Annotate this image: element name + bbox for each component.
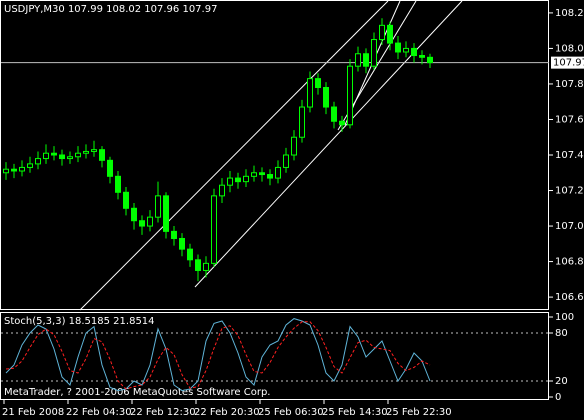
x-tick-label: 25 Feb 22:30 xyxy=(386,407,452,418)
candle-body xyxy=(179,237,185,250)
candle-body xyxy=(331,106,337,122)
chart-title: USDJPY,M30 107.99 108.02 107.96 107.97 xyxy=(4,4,217,15)
y-tick-label: 0 xyxy=(555,392,561,403)
x-tick-label: 21 Feb 2008 xyxy=(2,407,64,418)
candle-body xyxy=(355,53,361,67)
candle-body xyxy=(35,158,41,165)
candle-body xyxy=(219,184,225,197)
candle-body xyxy=(59,154,65,160)
trend-lines xyxy=(79,0,463,311)
x-tick-label: 22 Feb 20:30 xyxy=(194,407,260,418)
y-tick-label: 107.85 xyxy=(555,79,584,90)
candle-body xyxy=(147,216,153,227)
candle-body xyxy=(339,120,345,126)
y-tick-label: 106.65 xyxy=(555,292,584,303)
candle-body xyxy=(187,248,193,261)
trend-line xyxy=(194,0,463,288)
candle-body xyxy=(267,174,273,179)
x-tick-label: 22 Feb 04:30 xyxy=(66,407,132,418)
candle-body xyxy=(115,175,121,193)
candle-body xyxy=(323,87,329,108)
candle-body xyxy=(67,156,73,160)
price-frame xyxy=(0,0,549,310)
y-tick-label: 100 xyxy=(555,312,574,323)
candle-body xyxy=(307,78,313,108)
candle-body xyxy=(131,207,137,222)
candle-body xyxy=(75,152,81,158)
candle-body xyxy=(99,149,105,161)
candle-body xyxy=(235,177,241,183)
candle-body xyxy=(107,159,113,177)
stoch-line xyxy=(5,321,431,390)
candle-body xyxy=(155,195,161,218)
indicator-title: Stoch(5,3,3) 18.5185 21.8514 xyxy=(4,316,155,327)
x-tick-label: 22 Feb 12:30 xyxy=(130,407,196,418)
candle-body xyxy=(195,259,201,271)
candle-body xyxy=(27,163,33,168)
candle-body xyxy=(91,149,97,152)
y-tick-label: 107.05 xyxy=(555,221,584,232)
stoch-line xyxy=(5,318,431,392)
y-tick-label: 108.05 xyxy=(555,43,584,54)
candle-body xyxy=(163,195,169,232)
candle-body xyxy=(315,78,321,89)
trend-line xyxy=(79,0,389,311)
y-tick-label: 20 xyxy=(555,376,568,387)
candle-body xyxy=(275,166,281,179)
candle-body xyxy=(299,106,305,138)
y-tick-label: 108.25 xyxy=(555,8,584,19)
candle-body xyxy=(283,154,289,168)
current-price-box xyxy=(551,56,584,69)
candle-body xyxy=(43,152,49,160)
candle-body xyxy=(123,191,129,209)
candle-body xyxy=(203,262,209,271)
candle-body xyxy=(387,24,393,44)
candle-body xyxy=(83,150,89,154)
candle-body xyxy=(211,195,217,264)
copyright: MetaTrader, ? 2001-2006 MetaQuotes Softw… xyxy=(4,387,270,398)
candle-body xyxy=(371,39,377,67)
candle-body xyxy=(227,177,233,186)
candle-body xyxy=(427,56,433,64)
candle-body xyxy=(19,166,25,172)
x-tick-label: 25 Feb 06:30 xyxy=(258,407,324,418)
candle-body xyxy=(395,42,401,53)
candle-body xyxy=(403,47,409,53)
y-tick-label: 107.65 xyxy=(555,114,584,125)
candle-body xyxy=(363,53,369,67)
y-tick-label: 106.85 xyxy=(555,257,584,268)
candle-body xyxy=(139,220,145,227)
candle-body xyxy=(259,172,265,176)
candle-body xyxy=(411,47,417,57)
y-tick-label: 107.45 xyxy=(555,150,584,161)
candle-body xyxy=(251,172,257,177)
candle-body xyxy=(291,136,297,156)
candle-body xyxy=(11,168,17,172)
candle-body xyxy=(347,65,353,126)
candle-body xyxy=(51,152,57,156)
y-tick-label: 107.25 xyxy=(555,186,584,197)
indicator-frame xyxy=(0,312,549,400)
candle-body xyxy=(379,24,385,41)
candle-body xyxy=(3,168,9,174)
candle-body xyxy=(171,230,177,239)
x-tick-label: 25 Feb 14:30 xyxy=(322,407,388,418)
candle-body xyxy=(243,175,249,183)
y-tick-label: 80 xyxy=(555,328,568,339)
current-price-label: 107.97 xyxy=(553,58,584,69)
candle-body xyxy=(419,55,425,58)
